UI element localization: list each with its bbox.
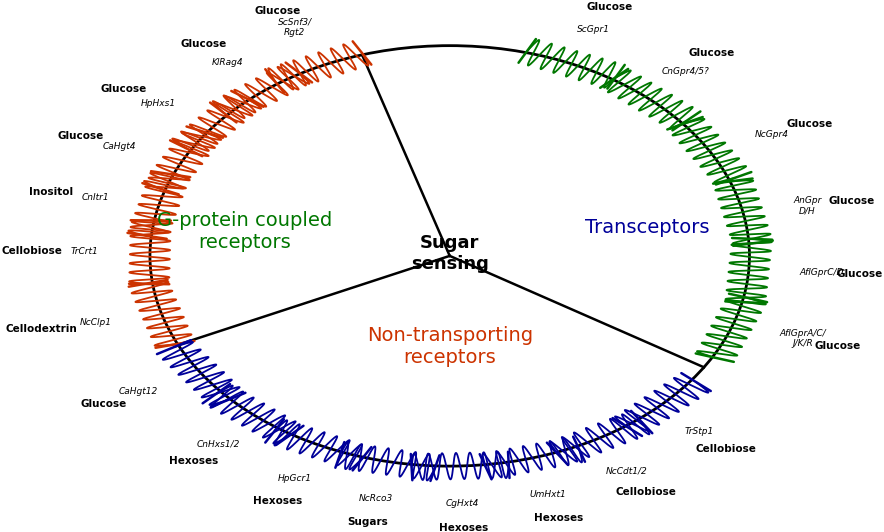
Text: HpGcr1: HpGcr1 xyxy=(278,475,311,484)
Text: NcGpr4: NcGpr4 xyxy=(754,130,789,139)
Text: Glucose: Glucose xyxy=(814,341,861,351)
Text: TrCrt1: TrCrt1 xyxy=(71,247,99,256)
Text: Glucose: Glucose xyxy=(101,84,147,94)
Text: Glucose: Glucose xyxy=(829,196,875,206)
Text: Glucose: Glucose xyxy=(180,39,226,49)
Text: Hexoses: Hexoses xyxy=(438,523,488,532)
Text: ScGpr1: ScGpr1 xyxy=(577,24,610,34)
Text: CgHxt4: CgHxt4 xyxy=(446,500,479,509)
Text: CaHgt4: CaHgt4 xyxy=(103,142,136,151)
Text: Hexoses: Hexoses xyxy=(253,496,302,505)
Text: ScSnf3/
Rgt2: ScSnf3/ Rgt2 xyxy=(278,18,312,37)
Text: CaHgt12: CaHgt12 xyxy=(118,387,158,396)
Text: AflGprA/C/
J/K/R: AflGprA/C/ J/K/R xyxy=(780,329,827,348)
Text: Sugar
sensing: Sugar sensing xyxy=(411,234,489,273)
Text: G-protein coupled
receptors: G-protein coupled receptors xyxy=(157,212,332,253)
Text: NcCdt1/2: NcCdt1/2 xyxy=(606,467,647,476)
Text: CnItr1: CnItr1 xyxy=(81,193,109,202)
Text: CnHxs1/2: CnHxs1/2 xyxy=(196,439,240,448)
Text: HpHxs1: HpHxs1 xyxy=(141,99,176,108)
Text: NcRco3: NcRco3 xyxy=(359,494,393,503)
Text: Glucose: Glucose xyxy=(787,119,833,129)
Text: Glucose: Glucose xyxy=(80,399,127,409)
Text: Glucose: Glucose xyxy=(255,6,301,16)
Text: Glucose: Glucose xyxy=(688,48,735,59)
Text: Cellobiose: Cellobiose xyxy=(696,444,757,454)
Text: AflGprC/D: AflGprC/D xyxy=(800,268,844,277)
Text: Sugars: Sugars xyxy=(347,518,388,527)
Text: Cellobiose: Cellobiose xyxy=(2,246,62,256)
Text: CnGpr4/5?: CnGpr4/5? xyxy=(662,66,710,76)
Text: Glucose: Glucose xyxy=(586,2,633,12)
Text: Cellobiose: Cellobiose xyxy=(615,487,676,497)
Text: Non-transporting
receptors: Non-transporting receptors xyxy=(367,326,533,367)
Text: Cellodextrin: Cellodextrin xyxy=(5,323,77,334)
Text: Inositol: Inositol xyxy=(29,187,73,197)
Text: UmHxt1: UmHxt1 xyxy=(529,490,566,499)
Text: Hexoses: Hexoses xyxy=(169,456,217,467)
Text: AnGpr
D/H: AnGpr D/H xyxy=(793,196,821,215)
Text: Transceptors: Transceptors xyxy=(585,218,709,237)
Text: TrStp1: TrStp1 xyxy=(684,427,713,436)
Text: Glucose: Glucose xyxy=(57,131,103,141)
Text: NcClp1: NcClp1 xyxy=(80,318,112,327)
Text: Hexoses: Hexoses xyxy=(534,513,583,523)
Text: KlRag4: KlRag4 xyxy=(211,58,243,67)
Text: Glucose: Glucose xyxy=(836,269,882,279)
